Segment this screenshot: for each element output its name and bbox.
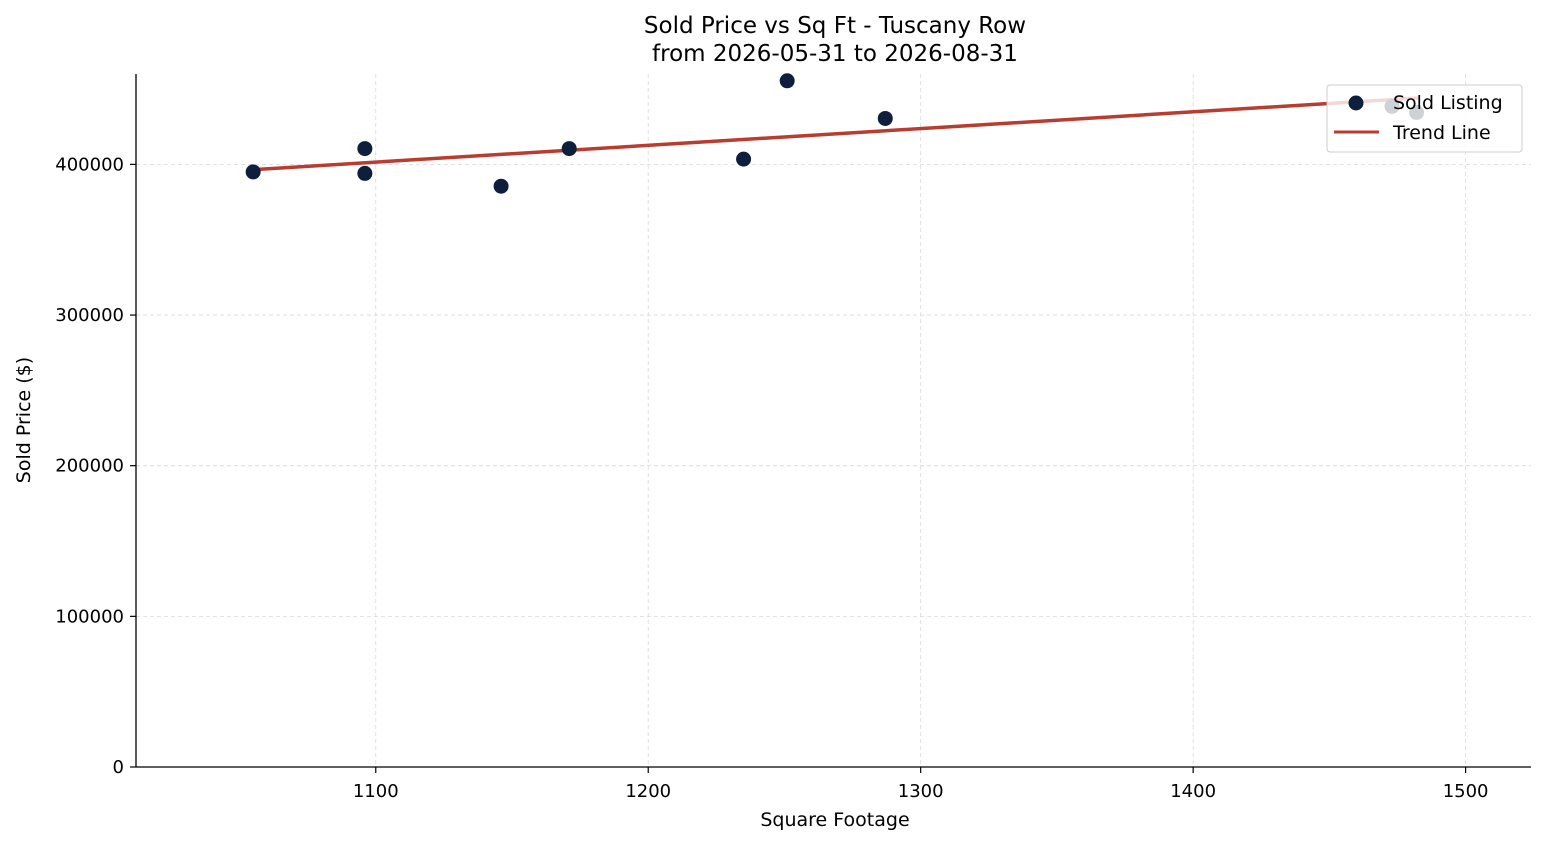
trend-series (251, 96, 1419, 172)
y-tick-label: 0 (113, 757, 124, 778)
y-axis-ticks: 0 100000 200000 300000 400000 (55, 154, 136, 778)
scatter-point (357, 141, 373, 157)
x-tick-label: 1500 (1443, 781, 1489, 802)
legend-label-trend-line: Trend Line (1392, 122, 1491, 144)
x-axis-ticks: 1100 1200 1300 1400 1500 (353, 767, 1489, 802)
y-tick-label: 200000 (55, 456, 124, 477)
x-tick-label: 1400 (1170, 781, 1216, 802)
chart-subtitle: from 2026-05-31 to 2026-08-31 (652, 41, 1018, 67)
legend-label-sold-listing: Sold Listing (1393, 92, 1503, 114)
scatter-point (561, 141, 577, 157)
scatter-point (736, 151, 752, 167)
scatter-point (357, 165, 373, 181)
y-tick-label: 300000 (55, 305, 124, 326)
y-tick-label: 100000 (55, 606, 124, 627)
scatter-point (779, 73, 795, 89)
x-axis-label: Square Footage (760, 809, 909, 831)
chart-title: Sold Price vs Sq Ft - Tuscany Row (644, 13, 1026, 39)
x-tick-label: 1100 (353, 781, 399, 802)
legend-box (1326, 84, 1523, 153)
grid-lines (136, 74, 1531, 767)
scatter-point (493, 178, 509, 194)
legend: Sold Listing Trend Line (1326, 84, 1523, 153)
y-tick-label: 400000 (55, 154, 124, 175)
y-axis-label: Sold Price ($) (13, 357, 35, 483)
trend-line (251, 96, 1419, 172)
x-tick-label: 1200 (625, 781, 671, 802)
x-tick-label: 1300 (898, 781, 944, 802)
legend-marker-sold-listing (1348, 95, 1364, 111)
scatter-point (245, 164, 261, 180)
axes (135, 74, 1531, 768)
scatter-point (877, 110, 893, 126)
